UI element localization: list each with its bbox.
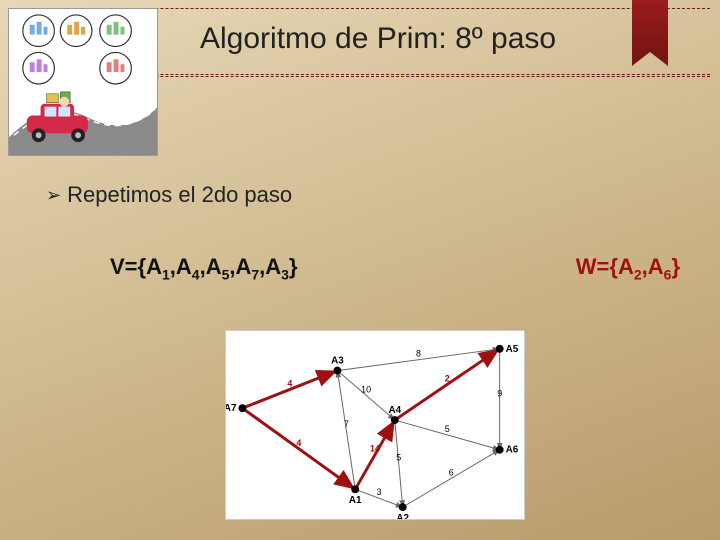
- set-w: W={A2,A6}: [576, 254, 680, 282]
- svg-text:10: 10: [361, 384, 371, 394]
- svg-text:3: 3: [376, 487, 381, 497]
- bullet-line: ➢ Repetimos el 2do paso: [46, 182, 292, 208]
- svg-text:A6: A6: [506, 445, 519, 456]
- svg-text:8: 8: [416, 349, 421, 359]
- prim-graph: 4 4 8 10 2 14 7 3 5 5 9 6 A1 A2 A3 A4 A5 A6 A7: [225, 330, 525, 520]
- svg-text:14: 14: [370, 444, 380, 454]
- svg-text:A7: A7: [225, 403, 237, 414]
- bullet-marker-icon: ➢: [46, 185, 61, 206]
- page-title: Algoritmo de Prim: 8º paso: [200, 22, 710, 56]
- sets-row: V={A1,A4,A5,A7,A3} W={A2,A6}: [110, 254, 680, 282]
- svg-text:9: 9: [497, 388, 502, 398]
- svg-text:A2: A2: [396, 513, 409, 520]
- svg-text:A3: A3: [331, 356, 344, 367]
- svg-text:5: 5: [445, 424, 450, 434]
- svg-text:4: 4: [296, 438, 301, 448]
- svg-text:A1: A1: [349, 495, 362, 506]
- svg-text:A5: A5: [506, 344, 519, 355]
- svg-text:7: 7: [344, 419, 349, 429]
- svg-text:6: 6: [449, 467, 454, 477]
- svg-text:4: 4: [287, 378, 292, 388]
- svg-text:A4: A4: [388, 405, 401, 416]
- svg-text:5: 5: [396, 453, 401, 463]
- svg-text:2: 2: [445, 373, 450, 383]
- car-illustration: [8, 8, 158, 156]
- set-v: V={A1,A4,A5,A7,A3}: [110, 254, 298, 282]
- bullet-text: Repetimos el 2do paso: [67, 182, 292, 208]
